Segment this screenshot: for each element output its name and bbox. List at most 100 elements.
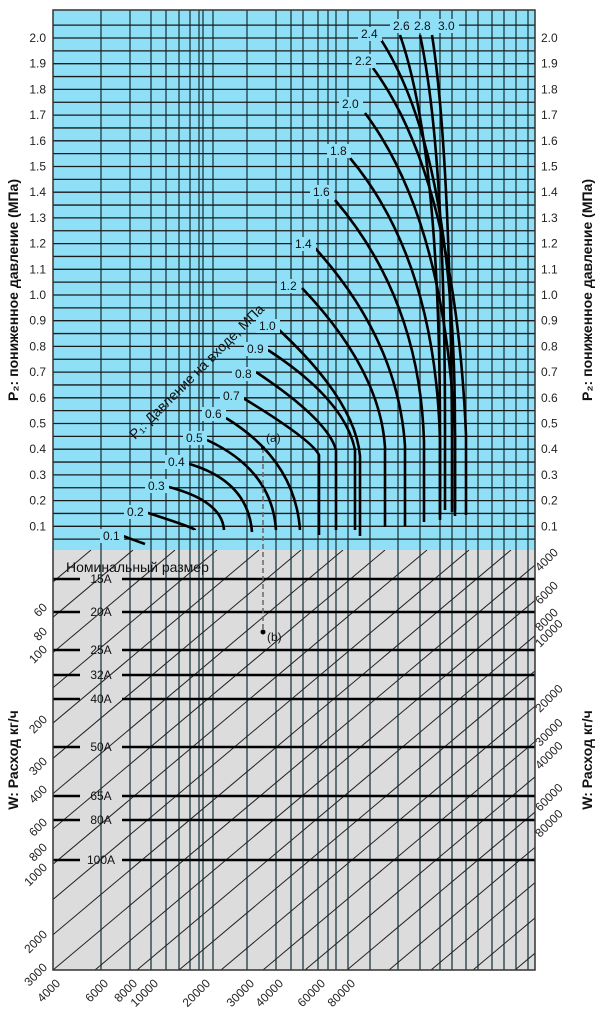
inlet-pressure-curve: [267, 348, 357, 530]
p2-tick-label: 0.9: [541, 314, 558, 328]
p2-tick-label: 0.3: [29, 468, 46, 482]
flow-tick-label: 300: [26, 754, 50, 778]
inlet-pressure-curve: [164, 484, 226, 531]
p2-tick-label: 1.7: [541, 108, 558, 122]
p2-tick-label: 1.3: [29, 211, 46, 225]
p2-tick-label: 0.8: [29, 339, 46, 353]
curve-label-bg: [232, 367, 256, 381]
inlet-pressure-curves: [122, 34, 468, 546]
nominal-size-label: 25A: [90, 643, 111, 657]
inlet-pressure-curve: [334, 199, 426, 522]
inlet-pressure-curve: [349, 157, 442, 520]
nominal-size-lines: [53, 577, 535, 862]
diagonal-line: [94, 599, 535, 970]
inlet-pressure-curve: [418, 34, 447, 510]
diagonal-line: [136, 635, 535, 970]
p2-tick-label: 0.8: [541, 339, 558, 353]
curve-label-bg: [244, 342, 268, 356]
diagonal-line: [53, 550, 176, 654]
p2-left-tick-labels: 2.0 1.9 1.8 1.7 1.6 1.5 1.4 1.3 1.2 1.1 1.0 0.9 0.8 0…: [29, 31, 46, 533]
curve-label-bg: [220, 389, 244, 403]
curve-label: 2.8: [414, 19, 431, 33]
flow-tick-label: 80: [31, 624, 51, 644]
p2-tick-label: 0.1: [29, 519, 46, 533]
nominal-size-label: 65A: [90, 789, 111, 803]
p2-tick-label: 1.2: [29, 237, 46, 251]
marker-a-point: [261, 446, 265, 450]
curve-label: 2.4: [361, 27, 378, 41]
curve-labels: 0.1 0.2 0.30.40.50.60.7 0.8 0.9 1.0 1.2 1.4 1.6 1…: [100, 19, 459, 543]
diagonal-flow-lines: [53, 550, 535, 970]
diagonal-line: [53, 550, 344, 795]
flow-tick-label: 80000: [532, 806, 566, 840]
flow-tick-label: 1000: [21, 860, 50, 889]
p2-tick-label: 0.2: [29, 494, 46, 508]
curve-label: 2.6: [393, 19, 410, 33]
p2-tick-label: 1.9: [541, 57, 558, 71]
p2-tick-label: 1.7: [29, 108, 46, 122]
flow-tick-label: 600: [26, 815, 50, 839]
p2-axis-title-left: P₂: пониженное давление (МПа): [5, 179, 21, 401]
nominal-size-label: 40A: [90, 692, 111, 706]
flow-axis-title-left: W: Расход кг/ч: [5, 710, 21, 810]
p2-tick-label: 1.0: [541, 288, 558, 302]
flow-tick-label: 100: [26, 642, 50, 666]
diagonal-line: [53, 550, 302, 759]
p2-tick-label: 2.0: [541, 31, 558, 45]
p2-tick-label: 1.1: [541, 262, 558, 276]
curve-label: 1.2: [280, 279, 297, 293]
inlet-pressure-curve: [144, 510, 197, 532]
p2-tick-label: 2.0: [29, 31, 46, 45]
p2-tick-label: 1.8: [541, 82, 558, 96]
inlet-pressure-curve: [376, 34, 457, 510]
p2-tick-label: 0.4: [29, 442, 46, 456]
flow-tick-label: 400: [26, 782, 50, 806]
p2-tick-label: 1.2: [541, 237, 558, 251]
nominal-size-label: 50A: [90, 740, 111, 754]
p2-tick-label: 0.6: [541, 391, 558, 405]
diagonal-line: [53, 550, 428, 865]
curve-label: 0.5: [186, 431, 203, 445]
p2-tick-label: 0.9: [29, 314, 46, 328]
curve-label: 0.7: [223, 389, 240, 403]
flow-tick-label: 60000: [532, 780, 566, 814]
curve-label: 1.6: [313, 185, 330, 199]
nominal-size-label: 80A: [90, 813, 111, 827]
p2-tick-label: 1.1: [29, 262, 46, 276]
curve-label-bg: [183, 431, 207, 445]
inlet-pressure-curve: [314, 247, 407, 526]
diagonal-line: [430, 881, 535, 970]
diagonal-line: [304, 776, 535, 970]
curve-label-bg: [292, 237, 316, 251]
p2-tick-label: 1.5: [29, 160, 46, 174]
diagonal-line: [53, 550, 512, 936]
flow-tick-label: 6000: [82, 976, 111, 1005]
curve-label: 1.4: [295, 237, 312, 251]
curve-label-bg: [435, 19, 459, 33]
inlet-pressure-curve: [206, 438, 278, 531]
p2-tick-label: 1.6: [29, 134, 46, 148]
curve-label: 0.9: [247, 342, 264, 356]
curve-label: 1.0: [259, 319, 276, 333]
curve-label-bg: [411, 19, 435, 33]
p2-tick-label: 0.4: [541, 442, 558, 456]
curve-label-bg: [390, 19, 414, 33]
inlet-pressure-curve: [255, 370, 338, 530]
diagonal-line: [220, 705, 535, 970]
plot-frame: [52, 9, 536, 971]
flow-tick-label: 40000: [253, 976, 287, 1009]
p2-tick-label: 0.7: [29, 365, 46, 379]
p2-tick-label: 1.8: [29, 82, 46, 96]
flow-tick-label: 20000: [180, 976, 214, 1009]
curve-label-bg: [358, 27, 382, 41]
inlet-pressure-curve: [242, 396, 321, 535]
p2-tick-label: 0.1: [541, 519, 558, 533]
diagonal-line: [53, 550, 218, 689]
nominal-size-title: Номинальный размер: [66, 559, 209, 575]
flow-right-tick-labels: 4000600080001000020000300004000060000800…: [532, 545, 566, 840]
nominal-size-label: 32A: [90, 668, 111, 682]
flow-tick-label: 800: [26, 840, 50, 864]
curve-label-bg: [277, 279, 301, 293]
curve-label: 2.2: [355, 54, 372, 68]
